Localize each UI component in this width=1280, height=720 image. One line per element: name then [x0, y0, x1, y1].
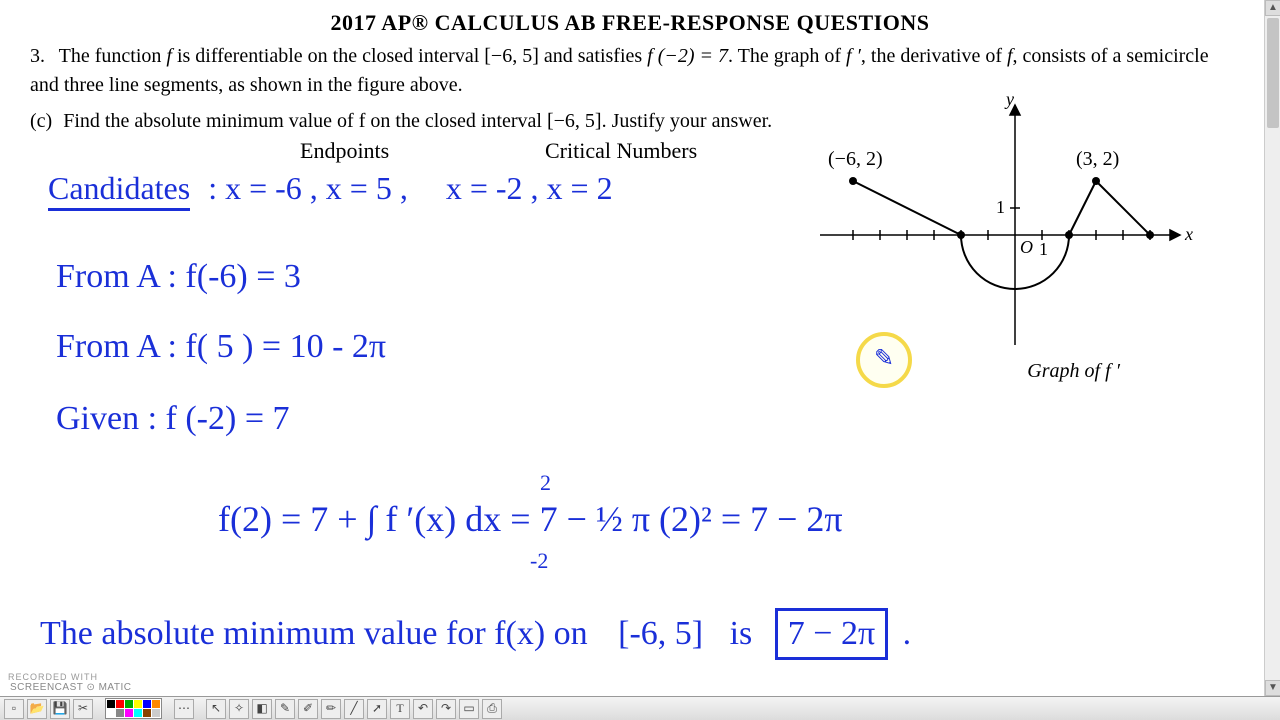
problem-stem: 3. The function f is differentiable on t…: [30, 42, 1230, 100]
scroll-down-icon[interactable]: ▼: [1265, 680, 1280, 696]
page: 2017 AP® CALCULUS AB FREE-RESPONSE QUEST…: [0, 0, 1260, 700]
from-a-1: From A : f(-6) = 3: [56, 258, 301, 296]
endpoints-label: Endpoints: [300, 138, 389, 164]
pt1-label: (−6, 2): [828, 148, 883, 170]
pt2-label: (3, 2): [1076, 148, 1119, 170]
tool-text[interactable]: T: [390, 699, 410, 719]
part-c: (c) Find the absolute minimum value of f…: [30, 110, 830, 133]
xtick-1: 1: [1039, 239, 1048, 259]
origin-label: O: [1020, 237, 1033, 257]
conclusion: The absolute minimum value for f(x) on […: [40, 608, 911, 660]
tool-wand[interactable]: ✧: [229, 699, 249, 719]
tool-line[interactable]: ╱: [344, 699, 364, 719]
tool-redo[interactable]: ↷: [436, 699, 456, 719]
watermark: SCREENCAST ⊙ MATIC: [8, 681, 133, 694]
part-c-text: Find the absolute minimum value of f on …: [63, 110, 772, 132]
integral-lower: -2: [530, 548, 548, 574]
tool-new[interactable]: ▫: [4, 699, 24, 719]
tool-highlighter[interactable]: ✏: [321, 699, 341, 719]
tool-rect[interactable]: ▭: [459, 699, 479, 719]
integral-line: f(2) = 7 + ∫ f ′(x) dx = 7 − ½ π (2)² = …: [218, 498, 843, 540]
from-a-2: From A : f( 5 ) = 10 - 2π: [56, 328, 386, 366]
bottom-toolbar: ▫ 📂 💾 ✂ ⋯ ↖ ✧ ◧ ✎ ✐ ✏ ╱ ➚ T ↶ ↷ ▭ ⎙: [0, 696, 1280, 720]
tool-cut[interactable]: ✂: [73, 699, 93, 719]
graph-caption: Graph of f ′: [1027, 360, 1120, 383]
tool-dots[interactable]: ⋯: [174, 699, 194, 719]
problem-number: 3.: [30, 42, 54, 71]
page-title: 2017 AP® CALCULUS AB FREE-RESPONSE QUEST…: [30, 10, 1230, 36]
tool-pointer[interactable]: ↖: [206, 699, 226, 719]
vertical-scrollbar[interactable]: ▲ ▼: [1264, 0, 1280, 696]
tool-pen[interactable]: ✎: [275, 699, 295, 719]
scroll-thumb[interactable]: [1267, 18, 1279, 128]
integral-upper: 2: [540, 470, 551, 496]
tool-save[interactable]: 💾: [50, 699, 70, 719]
tool-marker[interactable]: ✐: [298, 699, 318, 719]
cursor-highlight: [856, 332, 912, 388]
tool-more[interactable]: ⎙: [482, 699, 502, 719]
tool-arrow[interactable]: ➚: [367, 699, 387, 719]
part-c-label: (c): [30, 110, 52, 132]
boxed-answer: 7 − 2π: [775, 608, 888, 660]
ytick-1: 1: [996, 197, 1005, 217]
tool-open[interactable]: 📂: [27, 699, 47, 719]
color-palette[interactable]: [105, 698, 162, 719]
y-axis-label: y: [1004, 95, 1014, 109]
tool-eraser[interactable]: ◧: [252, 699, 272, 719]
candidates-heading: Candidates : x = -6 , x = 5 , x = -2 , x…: [48, 170, 613, 207]
tool-undo[interactable]: ↶: [413, 699, 433, 719]
critical-label: Critical Numbers: [545, 138, 697, 164]
x-axis-label: x: [1184, 224, 1193, 244]
given-line: Given : f (-2) = 7: [56, 400, 290, 438]
scroll-up-icon[interactable]: ▲: [1265, 0, 1280, 16]
